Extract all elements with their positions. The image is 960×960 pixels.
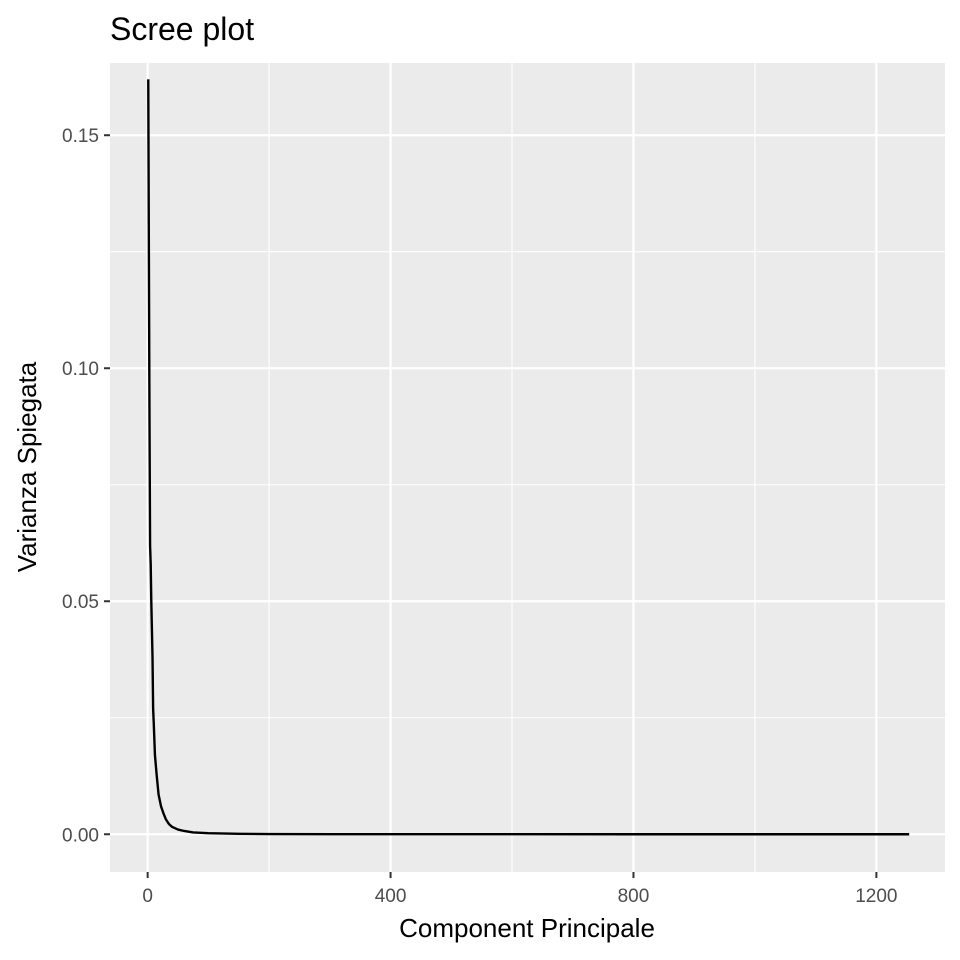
x-tick-label: 800	[618, 886, 650, 907]
series-layer	[147, 79, 910, 836]
y-axis-title: Varianza Spiegata	[12, 361, 42, 572]
x-axis-title: Component Principale	[399, 913, 655, 943]
y-tick-label: 0.15	[62, 126, 99, 147]
plot-panel	[110, 63, 945, 872]
axis-ticks	[104, 134, 878, 878]
minor-gridlines	[110, 63, 945, 872]
x-tick-label: 0	[142, 886, 153, 907]
chart-title: Scree plot	[110, 11, 254, 47]
variance-line	[147, 79, 910, 836]
x-tick-label: 1200	[855, 886, 897, 907]
y-tick-label: 0.05	[62, 592, 99, 613]
x-tick-label: 400	[375, 886, 407, 907]
y-tick-label: 0.00	[62, 825, 99, 846]
tick-labels: 0 400 800 1200 0.00 0.05 0.10 0.15	[62, 126, 898, 907]
y-tick-label: 0.10	[62, 359, 99, 380]
